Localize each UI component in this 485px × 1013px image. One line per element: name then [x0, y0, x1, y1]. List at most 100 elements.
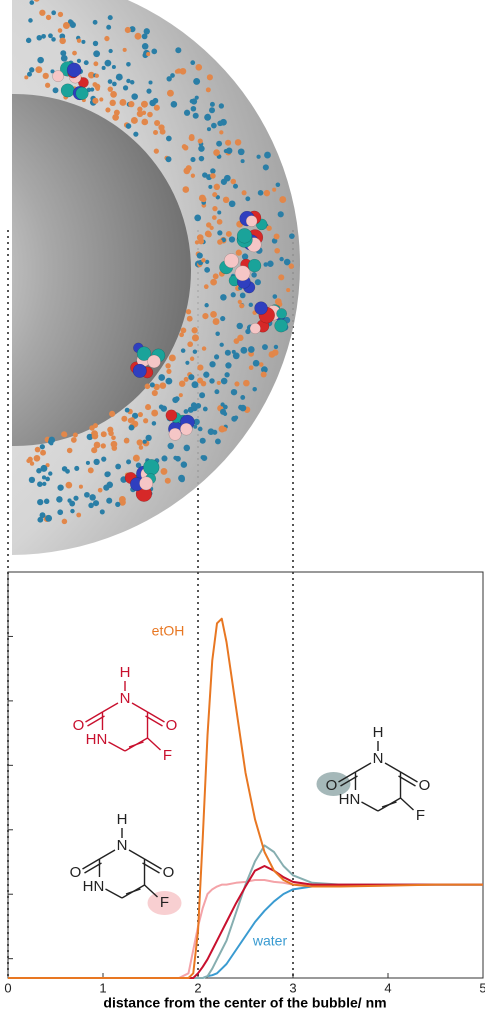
x-tick-label: 3: [289, 980, 296, 995]
particle: [190, 60, 195, 65]
particle: [236, 250, 242, 256]
particle: [261, 371, 267, 377]
particle: [181, 461, 187, 467]
particle: [238, 300, 242, 304]
particle: [126, 459, 131, 464]
atom-label: O: [419, 777, 431, 794]
particle: [123, 48, 127, 52]
particle: [103, 485, 109, 491]
atom-label: HN: [86, 731, 108, 748]
molecule-atom: [52, 71, 63, 82]
particle: [110, 91, 117, 98]
bond: [145, 859, 162, 869]
particle: [235, 139, 242, 146]
particle: [289, 263, 294, 268]
particle: [46, 15, 51, 20]
particle: [131, 117, 138, 124]
particle: [223, 427, 228, 432]
x-tick-label: 5: [479, 980, 485, 995]
particle: [211, 123, 217, 129]
particle: [137, 439, 143, 445]
particle: [189, 134, 194, 139]
particle: [119, 496, 126, 503]
particle: [106, 471, 111, 476]
molecule-atom: [61, 84, 74, 97]
particle: [37, 35, 43, 41]
particle: [223, 197, 229, 203]
particle: [69, 501, 75, 507]
particle: [146, 89, 151, 94]
particle: [74, 466, 79, 471]
page: {"chart_data": {"type": "line", "x_label…: [0, 0, 485, 1013]
series-label: etOH: [152, 623, 185, 639]
particle: [259, 362, 264, 367]
particle: [37, 499, 43, 505]
particle: [215, 332, 220, 337]
particle: [147, 112, 153, 118]
particle: [112, 65, 116, 69]
bond: [108, 742, 125, 751]
particle: [146, 52, 150, 56]
particle: [61, 55, 68, 62]
particle: [274, 248, 280, 254]
atom-label: O: [326, 777, 338, 794]
particle: [210, 168, 215, 173]
particle: [276, 182, 281, 187]
bond: [85, 712, 102, 722]
molecule-atom: [166, 410, 177, 421]
bond: [382, 802, 397, 807]
particle: [129, 425, 135, 431]
particle: [202, 313, 208, 319]
particle: [238, 405, 243, 410]
particle: [191, 174, 195, 178]
particle: [202, 346, 206, 350]
particle: [58, 28, 63, 33]
particle: [193, 350, 197, 354]
particle: [108, 79, 113, 84]
series-line: [8, 885, 483, 978]
bond: [385, 763, 401, 772]
particle: [208, 185, 212, 189]
particle: [154, 149, 159, 154]
particle: [153, 98, 159, 104]
particle: [130, 80, 134, 84]
particle: [179, 477, 185, 483]
particle: [253, 360, 260, 367]
particle: [187, 316, 193, 322]
bond: [132, 703, 148, 712]
particle: [63, 432, 68, 437]
particle: [245, 196, 250, 201]
particle: [242, 190, 247, 195]
particle: [48, 437, 55, 444]
particle: [71, 437, 77, 443]
atom-label: N: [373, 750, 384, 767]
particle: [223, 405, 228, 410]
particle: [182, 144, 187, 149]
particle: [158, 374, 165, 381]
particle: [256, 155, 260, 159]
particle: [179, 332, 184, 337]
atom-label: F: [163, 747, 172, 764]
bond: [99, 850, 115, 859]
particle: [186, 309, 191, 314]
particle: [213, 149, 220, 156]
particle: [154, 120, 160, 126]
particle: [165, 363, 170, 368]
bond: [102, 703, 118, 712]
molecule-atom: [248, 259, 261, 272]
particle: [214, 389, 219, 394]
particle: [217, 210, 221, 214]
particle: [142, 43, 149, 50]
particle: [251, 272, 257, 278]
particle: [139, 445, 143, 449]
particle: [249, 303, 253, 307]
particle: [108, 15, 113, 20]
particle: [219, 130, 223, 134]
particle: [187, 341, 193, 347]
particle: [217, 239, 223, 245]
particle: [165, 478, 171, 484]
particle: [183, 445, 190, 452]
particle: [158, 124, 164, 130]
particle: [48, 33, 53, 38]
atom-label: F: [416, 807, 425, 824]
